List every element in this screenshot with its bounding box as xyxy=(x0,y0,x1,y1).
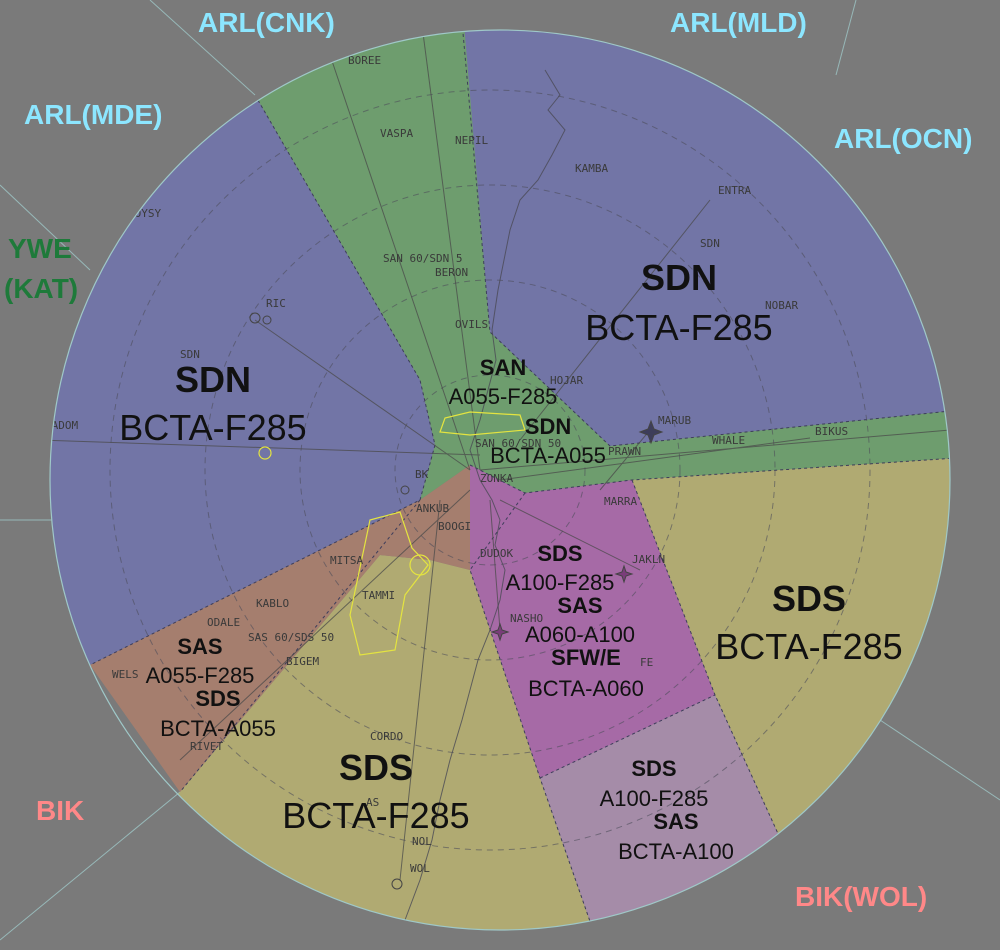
sector-altitude: A100-F285 xyxy=(506,570,615,595)
fix-label: WELS xyxy=(112,668,139,681)
fix-label: AS xyxy=(366,796,379,809)
sector-name: SDS xyxy=(339,747,413,788)
sector-labels: SDN BCTA-F285 SDN BCTA-F285 SAN A055-F28… xyxy=(119,257,902,864)
fix-label: ZONKA xyxy=(480,472,513,485)
fix-label: MITSA xyxy=(330,554,363,567)
fix-label: TAMMI xyxy=(362,589,395,602)
tma-outlines xyxy=(258,411,526,656)
sector-name: SFW/E xyxy=(551,645,621,670)
fix-label: BOOGI xyxy=(438,520,471,533)
fix-label: SAN 60/SDN 50 xyxy=(475,437,561,450)
fix-label: SAS 60/SDS 50 xyxy=(248,631,334,644)
sector-name: SDS xyxy=(631,756,676,781)
adjacent-unit-label: ARL(CNK) xyxy=(198,7,335,38)
fix-label: NASHO xyxy=(510,612,543,625)
sector-name: SDS xyxy=(772,578,846,619)
fix-label: PRAWN xyxy=(608,445,641,458)
fix-label: VASPA xyxy=(380,127,413,140)
airways xyxy=(50,30,950,881)
adjacent-unit-label: BIK xyxy=(36,795,84,826)
fix-label: NEPIL xyxy=(455,134,488,147)
fix-label: SDN xyxy=(180,348,200,361)
adjacent-unit-label: YWE xyxy=(8,233,72,264)
sector-altitude: BCTA-A060 xyxy=(528,676,644,701)
sector-altitude: BCTA-F285 xyxy=(715,626,902,667)
fix-label: SDN xyxy=(700,237,720,250)
sector-name: SDS xyxy=(537,541,582,566)
sector-name: SAS xyxy=(177,634,222,659)
fix-label: KADOM xyxy=(45,419,78,432)
fix-label: MARUB xyxy=(658,414,691,427)
sector-altitude: BCTA-F285 xyxy=(282,795,469,836)
sector-san-sdn-central[interactable] xyxy=(255,0,1000,500)
sector-altitude: BCTA-A055 xyxy=(490,443,606,468)
range-rings xyxy=(109,89,871,851)
sector-altitude: BCTA-A055 xyxy=(160,716,276,741)
fix-label: MARRA xyxy=(604,495,637,508)
fix-label: NOBAR xyxy=(765,299,798,312)
fix-label: ENTRA xyxy=(718,184,751,197)
fix-label: KABLO xyxy=(256,597,289,610)
fix-label: BIKUS xyxy=(815,425,848,438)
fix-label: ODALE xyxy=(207,616,240,629)
fix-label: NOL xyxy=(412,835,432,848)
fix-label: BK xyxy=(415,468,429,481)
sector-altitude: A055-F285 xyxy=(449,384,558,409)
fix-label: OVILS xyxy=(455,318,488,331)
fix-label: BOREE xyxy=(348,54,381,67)
sector-sds-sas-sfw[interactable] xyxy=(470,465,715,778)
sector-altitude: BCTA-A100 xyxy=(618,839,734,864)
adjacent-unit-label: ARL(OCN) xyxy=(834,123,972,154)
sector-sds-sas-south[interactable] xyxy=(540,695,780,950)
fix-label: DUDOK xyxy=(480,547,513,560)
fix-label: WOL xyxy=(410,862,430,875)
fix-label: WHALE xyxy=(712,434,745,447)
adjacent-unit-label: ARL(MDE) xyxy=(24,99,162,130)
sector-name: SDN xyxy=(175,359,251,400)
sector-altitude: BCTA-F285 xyxy=(119,407,306,448)
coastline xyxy=(404,69,566,921)
adjacent-unit-label: (KAT) xyxy=(4,273,78,304)
fix-label: FE xyxy=(640,656,653,669)
sector-name: SDN xyxy=(641,257,717,298)
adjacent-unit-labels: ARL(CNK) ARL(MLD) ARL(MDE) ARL(OCN) YWE … xyxy=(4,7,972,912)
fix-label: JAKLN xyxy=(632,553,665,566)
airspace-boundary xyxy=(49,29,951,931)
fix-label: BERON xyxy=(435,266,468,279)
sector-name: SAS xyxy=(653,809,698,834)
sector-name: SDS xyxy=(195,686,240,711)
sector-sas-sds-west[interactable] xyxy=(90,465,470,792)
sector-altitude: A060-A100 xyxy=(525,622,635,647)
fix-label: BIGEM xyxy=(286,655,319,668)
fix-label: HOJAR xyxy=(550,374,583,387)
adjacent-unit-label: ARL(MLD) xyxy=(670,7,807,38)
sector-altitude: A055-F285 xyxy=(146,663,255,688)
waypoint-markers xyxy=(249,312,664,890)
fix-label: SAN 60/SDN 5 xyxy=(383,252,462,265)
sector-name: SAS xyxy=(557,593,602,618)
sector-altitude: BCTA-F285 xyxy=(585,307,772,348)
adjacent-unit-label: BIK(WOL) xyxy=(795,881,927,912)
fix-label: CORDO xyxy=(370,730,403,743)
sector-name: SDN xyxy=(525,414,571,439)
fix-label: RIC xyxy=(266,297,286,310)
fix-label: KAMBA xyxy=(575,162,608,175)
sector-altitude: A100-F285 xyxy=(600,786,709,811)
fix-label: ANKUB xyxy=(416,502,449,515)
fix-label: RIVET xyxy=(190,740,223,753)
sector-name: SAN xyxy=(480,355,526,380)
